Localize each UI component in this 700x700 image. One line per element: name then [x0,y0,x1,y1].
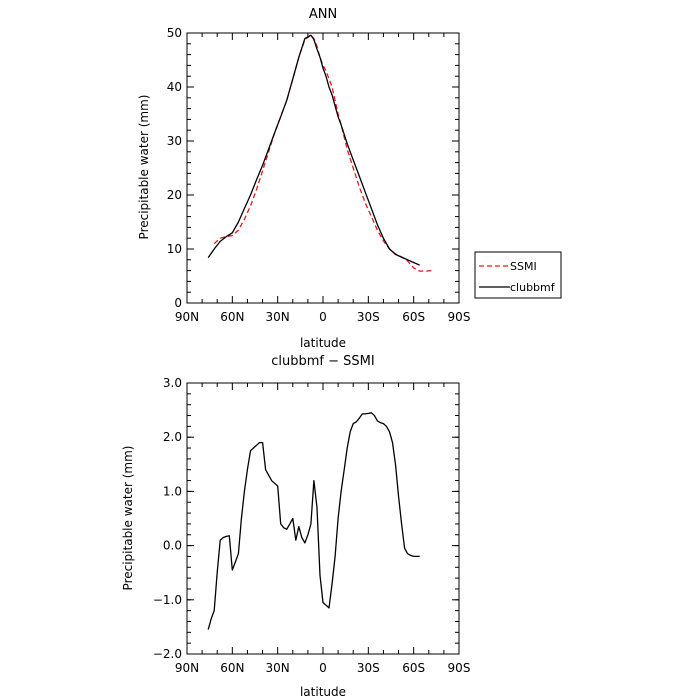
x-tick-label: 0 [319,310,327,324]
plot-lines [207,412,420,630]
x-axis-label: latitude [300,336,346,350]
difference-line [207,412,420,630]
y-tick-label: 20 [167,188,182,202]
x-tick-label: 30S [357,310,380,324]
y-tick-label: 30 [167,134,182,148]
y-tick-label: 50 [167,26,182,40]
x-tick-label: 30N [266,310,290,324]
y-tick-label: 2.0 [163,430,182,444]
x-tick-label: 60S [402,661,425,675]
y-tick-label: 3.0 [163,376,182,390]
plot-lines [207,34,432,272]
series-line-ssmi [213,34,432,272]
y-tick-label: 40 [167,80,182,94]
x-tick-label: 30N [266,661,290,675]
x-tick-label: 60N [220,310,244,324]
x-axis-label: latitude [300,685,346,699]
chart-title: ANN [309,7,337,22]
axis-layer: 90N 60N 30N 0 30S 60S 90S 0 10 20 30 40 50 [167,26,471,324]
legend-label-ssmi: SSMI [510,260,537,273]
legend: SSMI clubbmf [474,251,562,299]
legend-label-clubbmf: clubbmf [510,281,556,294]
x-tick-label: 60S [402,310,425,324]
plot-frame [186,32,460,304]
difference-chart: clubbmf − SSMI latitude Precipitable wat… [121,354,470,699]
annual-precipitable-water-chart: ANN latitude Precipitable water (mm) 90N… [137,7,470,350]
plot-frame [186,382,460,655]
y-tick-label: 10 [167,242,182,256]
x-tick-label: 90S [448,310,471,324]
y-tick-label: 0 [174,296,182,310]
series-line-clubbmf [207,34,420,266]
x-tick-label: 60N [220,661,244,675]
y-axis-label: Precipitable water (mm) [121,446,135,591]
y-axis-label: Precipitable water (mm) [137,95,151,240]
y-tick-label: 0.0 [163,539,182,553]
x-tick-label: 90N [175,661,199,675]
chart-title: clubbmf − SSMI [271,354,374,369]
legend-box [474,251,562,299]
x-tick-label: 0 [319,661,327,675]
y-tick-label: −1.0 [153,593,182,607]
x-tick-label: 90N [175,310,199,324]
x-tick-label: 30S [357,661,380,675]
y-tick-label: 1.0 [163,484,182,498]
x-tick-label: 90S [448,661,471,675]
y-tick-label: −2.0 [153,647,182,661]
axis-layer: 90N 60N 30N 0 30S 60S 90S −2.0 −1.0 0.0 1.0 2.0 3.0 [153,376,471,675]
